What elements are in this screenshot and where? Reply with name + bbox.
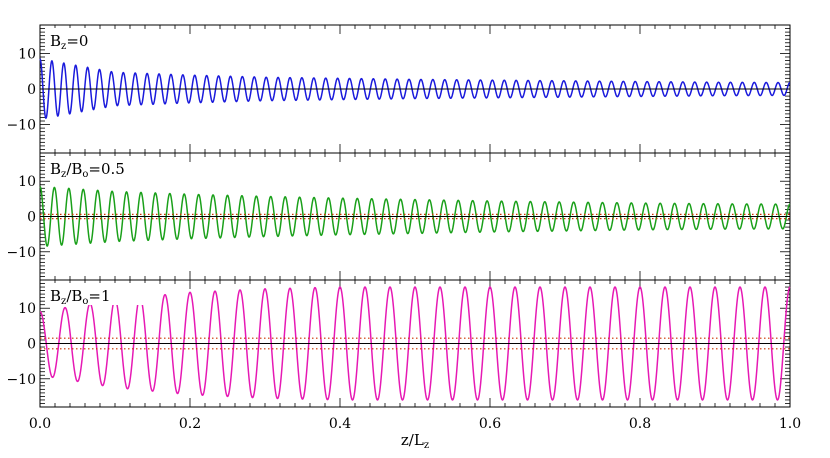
panel-label-part: /B <box>66 287 82 305</box>
panel-label-subscript: z <box>61 296 66 307</box>
panel-3: 10 0 −10 Bz/Bo=1 <box>6 279 791 408</box>
panel-2: 10 0 −10 Bz/Bo=0.5 <box>6 152 791 281</box>
y-tick-label: −10 <box>6 372 36 388</box>
panel-1: 10 0 −10 Bz=0 <box>6 24 791 154</box>
panel-label-part: B <box>50 32 61 50</box>
panel-label-subscript: o <box>82 296 88 307</box>
panel-label-part: =0 <box>66 32 88 50</box>
panel-label-part: B <box>50 287 61 305</box>
x-tick-label: 0.4 <box>329 416 351 432</box>
panel-label-part: =1 <box>88 287 110 305</box>
panel-label-part: B <box>50 160 61 178</box>
series-line <box>39 185 791 247</box>
x-axis-label-main: z/L <box>401 431 424 449</box>
x-tick-label: 0.0 <box>29 416 51 432</box>
panel-label-background <box>45 156 147 178</box>
panel-label-subscript: z <box>61 169 66 180</box>
y-tick-label: 0 <box>27 210 36 226</box>
x-tick-label: 0.8 <box>629 416 651 432</box>
panel-label: Bz/Bo=1 <box>50 287 111 307</box>
panel-label-background <box>45 28 89 50</box>
y-tick-label: 10 <box>18 301 36 317</box>
y-tick-label: 10 <box>18 174 36 190</box>
panel-label-part: /B <box>66 160 82 178</box>
y-tick-label: 0 <box>27 337 36 353</box>
series-line <box>39 58 791 120</box>
panel-label-subscript: o <box>82 169 88 180</box>
x-axis-label-subscript: z <box>424 440 429 451</box>
panel-label-subscript: z <box>61 41 66 52</box>
x-tick-label: 1.0 <box>779 416 801 432</box>
panel-label-part: =0.5 <box>88 160 124 178</box>
x-tick-label: 0.6 <box>479 416 501 432</box>
y-tick-label: −10 <box>6 245 36 261</box>
panel-label: Bz/Bo=0.5 <box>50 160 125 180</box>
y-tick-label: 10 <box>18 46 36 62</box>
x-tick-label: 0.2 <box>179 416 201 432</box>
y-tick-label: −10 <box>6 118 36 134</box>
series-line <box>39 286 791 401</box>
panel-label-background <box>45 283 147 305</box>
panel-label: Bz=0 <box>50 32 88 52</box>
y-tick-label: 0 <box>27 82 36 98</box>
x-axis-label: z/Lz <box>401 431 429 451</box>
